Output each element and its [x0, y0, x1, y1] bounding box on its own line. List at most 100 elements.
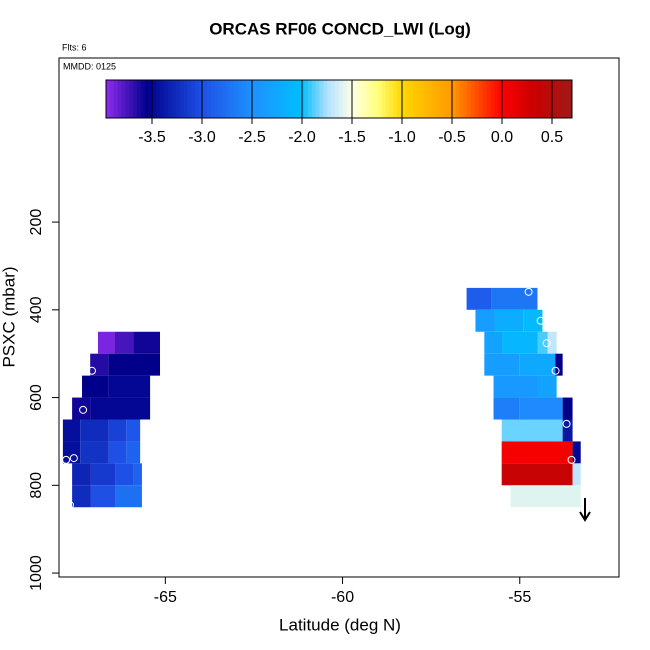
colorbar-swatch — [160, 80, 165, 118]
colorbar-swatch — [230, 80, 235, 118]
colorbar-swatch — [560, 80, 565, 118]
colorbar-swatch — [471, 80, 476, 118]
heat-cell — [115, 331, 134, 354]
heat-cell — [115, 485, 142, 508]
colorbar-swatch — [533, 80, 538, 118]
colorbar-swatch — [424, 80, 429, 118]
heat-cell — [493, 397, 520, 420]
colorbar-swatch — [540, 80, 546, 118]
colorbar-swatch — [206, 80, 212, 118]
colorbar-swatch — [350, 80, 356, 118]
colorbar-swatch — [327, 80, 332, 118]
x-axis-label: Latitude (deg N) — [279, 615, 401, 634]
colorbar-swatch — [187, 80, 192, 118]
colorbar-swatch — [490, 80, 495, 118]
colorbar-swatch — [195, 80, 200, 118]
colorbar-swatch — [218, 80, 223, 118]
colorbar-swatch — [498, 80, 503, 118]
heat-cell — [562, 419, 573, 442]
heat-cell — [510, 485, 581, 508]
plot-layer — [62, 287, 581, 510]
colorbar-swatch — [373, 80, 379, 118]
colorbar: -3.5 -3.0 -2.5 -2.0 -1.5 -1.0 -0.5 0.0 0.5 — [105, 79, 573, 146]
plot-frame — [58, 57, 620, 578]
colorbar-frame — [105, 79, 573, 119]
colorbar-swatch — [168, 80, 173, 118]
colorbar-swatch — [152, 80, 157, 118]
colorbar-swatch — [443, 80, 449, 118]
colorbar-swatch — [238, 80, 243, 118]
colorbar-swatch — [362, 80, 367, 118]
heat-cell — [555, 353, 563, 376]
heat-cell — [475, 309, 495, 332]
heat-cell — [519, 397, 563, 420]
colorbar-tick-label: -3.0 — [188, 129, 216, 146]
heat-cell — [547, 331, 557, 354]
track-point — [79, 405, 88, 414]
track-point — [524, 287, 533, 296]
colorbar-swatch — [405, 80, 410, 118]
colorbar-swatch — [276, 80, 282, 118]
heat-cell — [90, 485, 116, 508]
heat-cell — [484, 331, 503, 354]
date-label: MMDD: 0125 — [63, 61, 116, 71]
colorbar-swatch — [156, 80, 161, 118]
colorbar-swatch — [521, 80, 526, 118]
heat-cell — [90, 353, 109, 376]
colorbar-swatch — [339, 80, 344, 118]
colorbar-swatch — [125, 80, 130, 118]
colorbar-swatch — [358, 80, 363, 118]
colorbar-swatch — [467, 80, 472, 118]
colorbar-swatch — [269, 80, 274, 118]
heat-cell — [502, 331, 538, 354]
colorbar-swatch — [412, 80, 418, 118]
colorbar-swatch — [191, 80, 196, 118]
heat-cell — [491, 287, 538, 310]
heat-cell — [115, 463, 134, 486]
colorbar-swatch — [222, 80, 227, 118]
colorbar-swatch — [307, 80, 313, 118]
heat-cell — [133, 331, 161, 354]
colorbar-swatch — [296, 80, 301, 118]
colorbar-swatch — [226, 80, 231, 118]
heat-cell — [108, 353, 161, 376]
colorbar-swatch — [393, 80, 398, 118]
colorbar-swatch — [175, 80, 181, 118]
chart-title: ORCAS RF06 CONCD_LWI (Log) — [209, 19, 471, 38]
heat-cell — [572, 441, 581, 464]
colorbar-swatch — [284, 80, 290, 118]
colorbar-swatch — [505, 80, 511, 118]
colorbar-swatch — [183, 80, 189, 118]
heat-cell — [501, 419, 563, 442]
colorbar-swatch — [451, 80, 456, 118]
heat-cell — [519, 353, 556, 376]
heat-cell — [484, 353, 520, 376]
colorbar-swatch — [234, 80, 239, 118]
colorbar-tick-label: 0.5 — [541, 129, 563, 146]
heat-cell — [72, 397, 91, 420]
colorbar-swatch — [397, 80, 402, 118]
track-point — [542, 339, 551, 348]
colorbar-swatch — [556, 80, 561, 118]
colorbar-swatch — [172, 80, 177, 118]
colorbar-swatch — [304, 80, 309, 118]
colorbar-swatch — [525, 80, 530, 118]
heat-cell — [501, 463, 573, 486]
y-tick-label: 800 — [28, 472, 45, 499]
colorbar-swatch — [482, 80, 488, 118]
track-point — [65, 501, 74, 510]
heat-cell — [572, 463, 581, 486]
track-point — [62, 455, 71, 464]
colorbar-swatch — [241, 80, 247, 118]
colorbar-swatch — [121, 80, 126, 118]
colorbar-swatch — [537, 80, 542, 118]
colorbar-swatch — [292, 80, 297, 118]
colorbar-swatch — [245, 80, 251, 118]
track-point — [562, 419, 571, 428]
colorbar-swatch — [331, 80, 336, 118]
track-point — [69, 454, 78, 463]
x-tick-label: -60 — [331, 589, 354, 606]
colorbar-tick-label: -1.5 — [338, 129, 366, 146]
colorbar-swatch — [432, 80, 437, 118]
